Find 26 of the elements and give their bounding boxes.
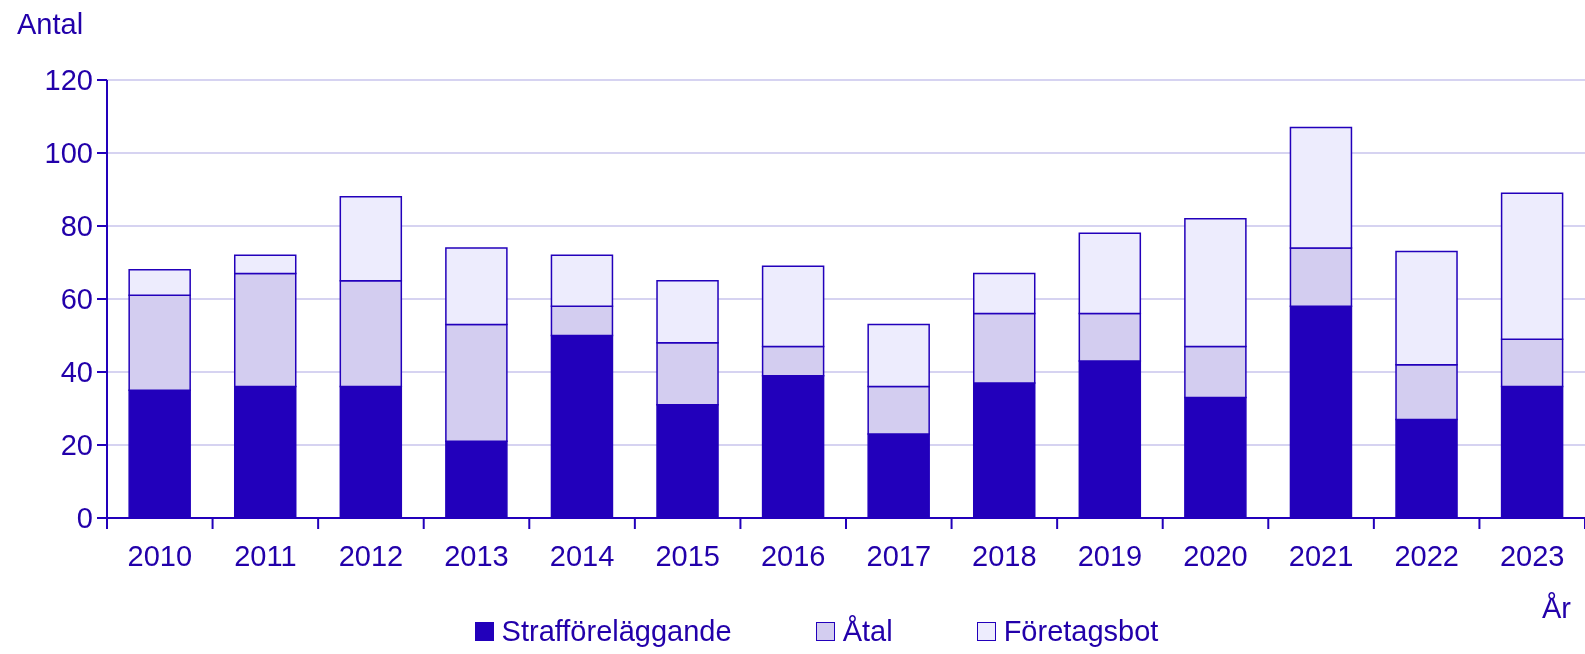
x-tick-label: 2019 xyxy=(1077,540,1143,572)
y-axis-title: Antal xyxy=(17,8,84,40)
y-tick-label: 20 xyxy=(60,429,93,462)
x-tick-label: 2013 xyxy=(444,540,509,572)
legend-label: Strafföreläggande xyxy=(501,615,732,648)
x-tick-label: 2023 xyxy=(1499,540,1565,572)
x-tick-label: 2021 xyxy=(1288,540,1354,572)
x-tick-label: 2017 xyxy=(866,540,932,572)
y-tick-label: 80 xyxy=(60,210,93,243)
x-tick-label: 2011 xyxy=(234,540,297,572)
legend-label: Företagsbot xyxy=(1003,615,1159,648)
x-tick-label: 2022 xyxy=(1394,540,1459,572)
y-tick-label: 0 xyxy=(76,502,93,535)
legend-label: Åtal xyxy=(842,615,893,648)
x-tick-label: 2012 xyxy=(338,540,404,572)
y-tick-label: 100 xyxy=(44,137,93,170)
x-tick-label: 2020 xyxy=(1183,540,1248,572)
x-tick-label: 2010 xyxy=(127,540,193,572)
x-tick-label: 2016 xyxy=(760,540,826,572)
y-tick-label: 120 xyxy=(44,64,93,97)
y-tick-label: 60 xyxy=(60,283,93,316)
x-axis-title: År xyxy=(1542,592,1571,624)
x-tick-label: 2015 xyxy=(655,540,720,572)
x-tick-label: 2018 xyxy=(972,540,1037,572)
x-tick-label: 2014 xyxy=(549,540,615,572)
y-tick-label: 40 xyxy=(60,356,93,389)
